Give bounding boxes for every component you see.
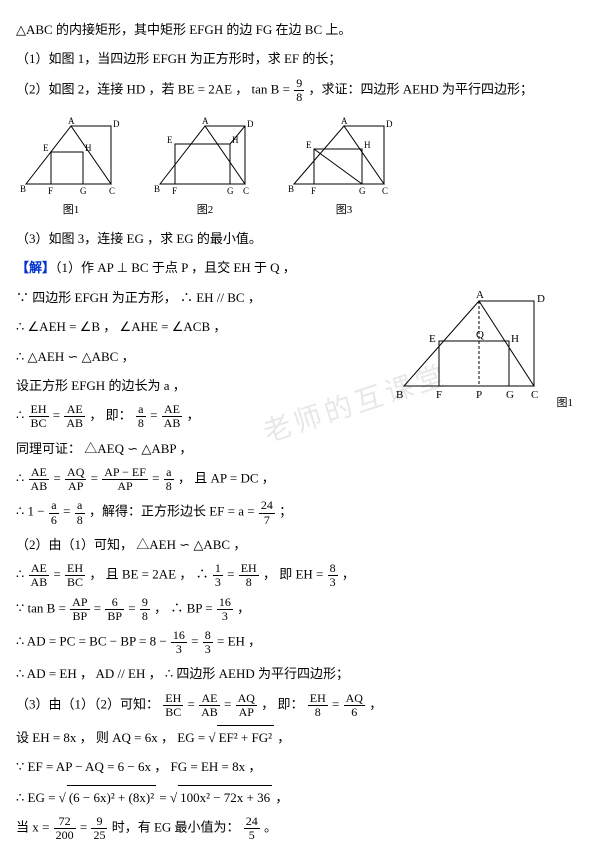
solution-2e: ∴ AD = EH ， AD // EH ， ∴ 四边形 AEHD 为平行四边形… [16, 662, 577, 685]
question-3: （3）如图 3，连接 EG ，求 EG 的最小值。 [16, 227, 577, 250]
svg-text:D: D [247, 119, 254, 129]
figure-3: AD EH BFGC 图3 [284, 114, 404, 221]
svg-text:G: G [506, 389, 514, 401]
solution-3d: ∴ EG = √(6 − 6x)² + (8x)² = √100x² − 72x… [16, 785, 577, 809]
svg-text:H: H [511, 333, 519, 345]
svg-text:A: A [202, 116, 209, 126]
svg-text:E: E [167, 135, 173, 145]
svg-text:F: F [172, 186, 177, 196]
svg-text:G: G [359, 186, 366, 196]
svg-text:C: C [243, 186, 249, 196]
svg-text:E: E [306, 140, 312, 150]
intro-text: △ABC 的内接矩形，其中矩形 EFGH 的边 FG 在边 BC 上。 [16, 18, 577, 41]
figure-2: AD EH BFGC 图2 [150, 114, 260, 221]
svg-text:C: C [382, 186, 388, 196]
svg-text:D: D [386, 119, 393, 129]
side-figure-1: AD EQH BFPGC 图1 [394, 286, 573, 414]
svg-text:B: B [288, 184, 294, 194]
solution-1g: 同理可证： △AEQ ∽ △ABP ， [16, 437, 577, 460]
svg-text:P: P [476, 389, 482, 401]
svg-text:H: H [232, 135, 239, 145]
solution-2d: ∴ AD = PC = BC − BP = 8 − 163 = 83 = EH … [16, 629, 577, 656]
svg-text:E: E [429, 333, 436, 345]
solution-3e: 当 x = 72200 = 925 时，有 EG 最小值为： 245 。 [16, 815, 577, 842]
svg-text:A: A [68, 116, 75, 126]
svg-text:A: A [476, 289, 484, 301]
svg-text:G: G [80, 186, 87, 196]
figure-1: AD EH BFGC 图1 [16, 114, 126, 221]
svg-text:B: B [20, 184, 26, 194]
svg-text:F: F [48, 186, 53, 196]
svg-text:F: F [436, 389, 442, 401]
svg-text:C: C [109, 186, 115, 196]
svg-text:H: H [364, 140, 371, 150]
solution-3a: （3）由（1）（2）可知： EHBC = AEAB = AQAP ， 即： EH… [16, 692, 577, 719]
svg-text:D: D [537, 293, 545, 305]
solution-1h: ∴ AEAB = AQAP = AP − EFAP = a8 ， 且 AP = … [16, 466, 577, 493]
svg-text:C: C [531, 389, 538, 401]
svg-text:B: B [396, 389, 403, 401]
solution-2b: ∴ AEAB = EHBC ， 且 BE = 2AE ， ∴ 13 = EH8 … [16, 562, 577, 589]
solution-label: 【解】 [16, 260, 55, 275]
svg-text:B: B [154, 184, 160, 194]
question-1: （1）如图 1，当四边形 EFGH 为正方形时，求 EF 的长； [16, 47, 577, 70]
figure-row: AD EH BFGC 图1 AD EH BFGC 图2 [16, 114, 577, 221]
svg-text:A: A [341, 116, 348, 126]
svg-text:H: H [85, 143, 92, 153]
solution-2a: （2）由（1）可知， △AEH ∽ △ABC ， [16, 533, 577, 556]
svg-text:E: E [43, 143, 49, 153]
svg-text:F: F [311, 186, 316, 196]
solution-3b: 设 EH = 8x ， 则 AQ = 6x ， EG = √EF² + FG² … [16, 725, 577, 749]
solution-1a: 【解】（1）作 AP ⊥ BC 于点 P ，且交 EH 于 Q ， [16, 256, 577, 279]
svg-text:Q: Q [476, 329, 484, 341]
solution-3c: ∵ EF = AP − AQ = 6 − 6x ， FG = EH = 8x ， [16, 755, 577, 778]
svg-text:G: G [227, 186, 234, 196]
solution-2c: ∵ tan B = APBP = 6BP = 98 ， ∴ BP = 163 ， [16, 596, 577, 623]
question-2: （2）如图 2，连接 HD ，若 BE = 2AE ， tan B = 98 ，… [16, 77, 577, 104]
solution-1i: ∴ 1 − a6 = a8 ，解得：正方形边长 EF = a = 247 ； [16, 499, 577, 526]
svg-text:D: D [113, 119, 120, 129]
frac-9-8: 98 [294, 77, 304, 104]
